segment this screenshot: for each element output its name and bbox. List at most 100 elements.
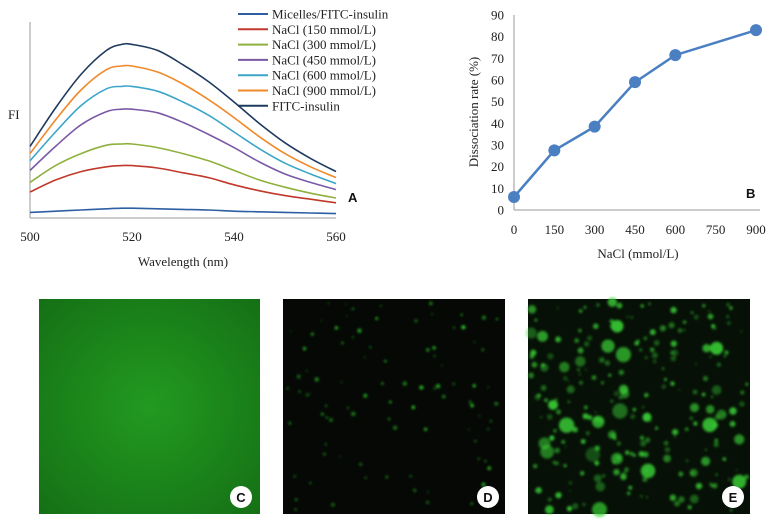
panel-c-image <box>39 299 260 514</box>
panel-e-dot <box>527 305 537 314</box>
panel-d-dot <box>484 460 487 463</box>
panel-e-dot <box>626 315 629 318</box>
panel-e-dot <box>566 505 573 512</box>
panel-e-dot <box>593 474 602 483</box>
panel-a-series-line-4 <box>29 85 337 185</box>
panel-e-dot <box>713 441 719 448</box>
panel-e-dot <box>727 321 731 325</box>
panel-d-dot <box>426 348 430 352</box>
panel-e-dot <box>642 406 645 409</box>
panel-d-dot <box>423 427 428 431</box>
panel-e-dot <box>584 341 590 347</box>
panel-e-dot <box>575 356 586 367</box>
panel-a-x-tick-520: 520 <box>122 229 142 244</box>
panel-d-dot <box>345 315 348 317</box>
panel-e-dot <box>555 492 562 499</box>
panel-e-dot <box>546 414 553 420</box>
panel-b-point-900 <box>750 24 762 37</box>
panel-e-dot <box>708 310 711 313</box>
panel-e-dot <box>630 316 633 319</box>
panel-b-point-600 <box>669 49 682 62</box>
panel-e-dot <box>534 489 538 493</box>
panel-d-dot <box>323 452 326 456</box>
panel-a-series-line-6 <box>29 42 337 173</box>
panel-e-dot <box>577 347 584 354</box>
panel-d-dot <box>433 355 436 357</box>
panel-c-label-circle <box>230 486 252 508</box>
panel-e-dot <box>693 314 699 320</box>
panel-e-dot <box>586 335 593 341</box>
panel-e-dot <box>714 438 719 443</box>
panel-e-dot <box>640 494 643 498</box>
panel-e-dot <box>689 416 693 420</box>
panel-d-dot <box>327 302 330 305</box>
panel-e-dot <box>629 452 634 456</box>
panel-e-dot <box>632 407 637 412</box>
panel-e-dot <box>555 336 562 343</box>
panel-e-dot <box>579 380 583 385</box>
panel-e-dot <box>687 505 692 510</box>
panel-e-dot <box>724 350 729 355</box>
panel-e-dot <box>556 306 559 309</box>
panel-d-dot <box>341 341 344 345</box>
panel-e-dot <box>663 454 671 463</box>
panel-e-dot <box>596 303 600 307</box>
panel-e-dot <box>632 453 636 457</box>
panel-e-dot <box>627 491 631 496</box>
panel-e-dot <box>661 367 665 370</box>
panel-d-dot <box>351 411 356 417</box>
panel-e-dot <box>583 306 587 309</box>
panel-e-dot <box>734 434 745 445</box>
panel-e-dot <box>634 340 640 346</box>
panel-e-dot <box>594 460 600 466</box>
panel-d-dot <box>489 419 493 423</box>
panel-e-dot <box>628 485 633 490</box>
panel-e-dot <box>709 355 712 358</box>
panel-e-image <box>528 299 750 514</box>
panel-e-dot <box>556 409 561 415</box>
panel-e-dot <box>723 354 727 358</box>
panel-e-dot <box>640 304 644 308</box>
panel-e-dot <box>712 325 717 330</box>
panel-e-dot <box>649 329 656 336</box>
panel-d-dot <box>330 502 335 507</box>
panel-e-dot <box>689 494 699 504</box>
panel-e-dot <box>646 496 648 499</box>
panel-d-dot <box>441 394 446 399</box>
panel-e-dot <box>593 323 599 329</box>
panel-b-x-tick-0: 0 <box>511 222 518 237</box>
panel-e-dot <box>732 474 747 489</box>
panel-e-dot <box>693 421 698 426</box>
panel-e-dot <box>711 385 722 395</box>
panel-d-dot <box>345 303 347 306</box>
panel-e-dot <box>630 414 636 420</box>
panel-d-dot <box>419 385 424 390</box>
panel-e-dot <box>740 330 743 333</box>
panel-a-legend-label-0: Micelles/FITC-insulin <box>272 7 389 22</box>
panel-e-dot <box>670 355 677 362</box>
panel-e-dot <box>671 428 679 436</box>
panel-e-dot <box>559 361 570 373</box>
panel-e-dot <box>702 343 711 353</box>
panel-b-y-tick-10: 10 <box>491 181 504 196</box>
panel-d-dot <box>495 317 499 321</box>
panel-d-dot <box>329 418 333 422</box>
panel-d-dot <box>381 382 384 385</box>
panel-d-dot <box>334 326 338 330</box>
panel-e-dot <box>643 336 648 341</box>
panel-e-dot <box>642 451 649 458</box>
panel-e-dot <box>709 482 712 486</box>
panel-d-dot <box>474 440 477 443</box>
panel-e-dot <box>582 502 586 507</box>
panel-e-dot <box>710 341 724 355</box>
panel-b-x-tick-750: 750 <box>706 222 726 237</box>
panel-e-dot <box>620 473 624 476</box>
panel-b-y-tick-50: 50 <box>491 94 504 109</box>
panel-b-x-tick-450: 450 <box>625 222 645 237</box>
panel-e-dot <box>694 363 698 366</box>
panel-e-dot <box>565 445 567 448</box>
panel-d-image <box>283 299 505 514</box>
panel-d-dot <box>468 400 472 404</box>
panel-d-dot <box>305 370 308 372</box>
